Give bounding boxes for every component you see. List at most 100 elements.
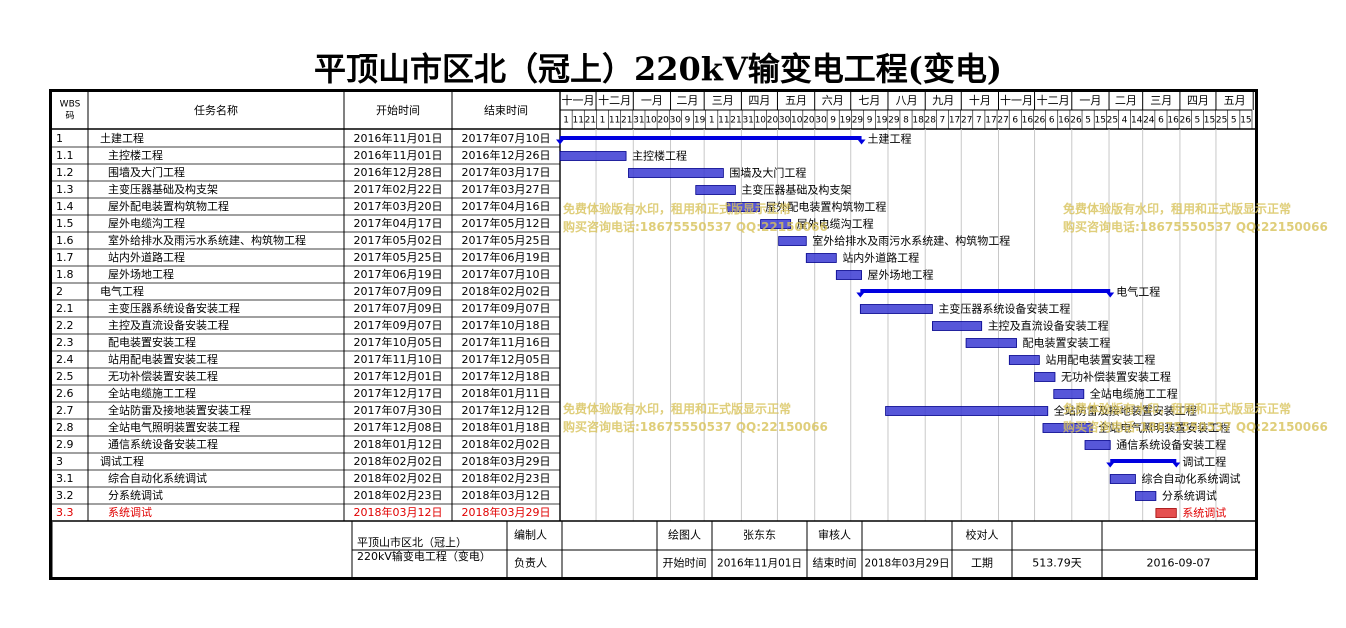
task-end: 2018年01月11日	[462, 386, 551, 400]
owner-label: 负责人	[514, 556, 547, 570]
task-start: 2017年07月09日	[354, 284, 443, 298]
duration-value: 513.79天	[1032, 557, 1082, 570]
end-label: 结束时间	[813, 557, 857, 570]
task-start: 2017年11月10日	[354, 352, 443, 366]
watermark-4: 免费体验版有水印，租用和正式版显示正常 购买咨询电话:18675550537 QQ…	[1063, 402, 1328, 434]
summary-start-cap	[1106, 462, 1115, 468]
summary-end-cap	[857, 139, 866, 145]
task-name: 主控及直流设备安装工程	[108, 318, 229, 332]
task-end: 2017年06月19日	[462, 250, 551, 264]
header-end: 结束时间	[484, 104, 528, 117]
task-name: 分系统调试	[108, 489, 163, 502]
month-label: 十二月	[598, 93, 631, 107]
task-bar	[859, 304, 933, 314]
task-end: 2017年11月16日	[462, 335, 551, 349]
bar-label: 主变压器系统设备安装工程	[938, 302, 1070, 316]
task-bar	[885, 406, 1049, 416]
editor-label: 编制人	[514, 528, 547, 542]
drawer-label: 绘图人	[668, 528, 701, 542]
month-label: 十一月	[562, 93, 595, 107]
day-tick-label: 19	[840, 116, 852, 126]
task-wbs: 3.1	[56, 472, 74, 485]
task-bar	[1084, 440, 1111, 450]
bar-label: 室外给排水及雨污水系统建、构筑物工程	[812, 234, 1010, 248]
bar-label: 调试工程	[1182, 456, 1226, 469]
task-wbs: 1.7	[56, 251, 74, 264]
task-wbs: 2.2	[56, 319, 74, 332]
month-label: 十一月	[1000, 93, 1033, 107]
day-tick-label: 26	[1180, 116, 1192, 126]
month-label: 七月	[858, 94, 880, 107]
task-wbs: 2.6	[56, 387, 74, 400]
task-end: 2017年12月05日	[462, 352, 551, 366]
task-bar	[695, 185, 736, 195]
task-start: 2018年03月12日	[354, 505, 443, 519]
day-tick-label: 15	[1204, 116, 1215, 126]
drawer-value: 张东东	[743, 529, 776, 542]
task-wbs: 2.5	[56, 370, 74, 383]
day-tick-label: 7	[940, 116, 946, 126]
day-tick-label: 10	[645, 116, 657, 126]
bar-label: 主变压器基础及构支架	[741, 183, 851, 197]
day-tick-label: 24	[1143, 116, 1155, 126]
day-tick-label: 21	[585, 116, 596, 126]
checker-label: 校对人	[966, 528, 999, 542]
day-tick-label: 15	[1240, 116, 1251, 126]
task-bar	[760, 219, 792, 229]
day-tick-label: 20	[657, 116, 669, 126]
summary-end-cap	[1172, 462, 1181, 468]
day-tick-label: 30	[670, 116, 682, 126]
day-tick-label: 17	[985, 116, 996, 126]
bar-label: 屋外配电装置构筑物工程	[765, 200, 886, 214]
day-tick-label: 27	[997, 116, 1008, 126]
task-start: 2016年11月01日	[354, 148, 443, 162]
task-start: 2017年07月30日	[354, 403, 443, 417]
task-start: 2017年05月25日	[354, 250, 443, 264]
task-end: 2017年12月12日	[462, 403, 551, 417]
task-wbs: 1.6	[56, 234, 74, 247]
bar-label: 电气工程	[1116, 285, 1160, 299]
task-end: 2018年02月02日	[462, 284, 551, 298]
task-bar	[1008, 355, 1040, 365]
day-tick-label: 27	[961, 116, 972, 126]
day-tick-label: 29	[888, 116, 900, 126]
summary-end-cap	[1106, 292, 1115, 298]
day-tick-label: 30	[815, 116, 827, 126]
task-start: 2017年12月01日	[354, 369, 443, 383]
day-tick-label: 21	[621, 116, 632, 126]
header-start: 开始时间	[376, 103, 420, 117]
bar-label: 全站电气照明装置安装工程	[1098, 421, 1230, 435]
footer-project-name-line2: 220kV输变电工程（变电）	[357, 549, 491, 563]
day-tick-label: 14	[1131, 116, 1143, 126]
chart-title: 平顶山市区北（冠上）220kV输变电工程(变电)	[313, 50, 1003, 88]
month-label: 三月	[712, 94, 734, 107]
task-end: 2017年10月18日	[462, 318, 551, 332]
task-wbs: 3.3	[56, 506, 74, 519]
task-name: 屋外配电装置构筑物工程	[108, 199, 229, 213]
bar-label: 通信系统设备安装工程	[1116, 438, 1226, 452]
task-name: 配电装置安装工程	[108, 335, 196, 349]
task-bar	[1109, 474, 1136, 484]
task-name: 综合自动化系统调试	[108, 471, 207, 485]
task-start: 2017年12月17日	[354, 386, 443, 400]
day-tick-label: 19	[876, 116, 888, 126]
task-bar	[805, 253, 837, 263]
reviewer-label: 审核人	[818, 528, 851, 542]
day-tick-label: 7	[976, 116, 982, 126]
start-label: 开始时间	[663, 556, 707, 570]
task-wbs: 1.2	[56, 166, 74, 179]
day-tick-label: 15	[1095, 116, 1106, 126]
day-tick-label: 16	[1058, 116, 1070, 126]
task-start: 2018年02月23日	[354, 488, 443, 502]
task-wbs: 3.2	[56, 489, 74, 502]
month-label: 八月	[896, 94, 918, 107]
day-tick-label: 5	[1195, 116, 1201, 126]
bar-label: 全站电缆施工工程	[1090, 387, 1178, 401]
day-tick-label: 26	[1034, 116, 1046, 126]
task-bar	[965, 338, 1017, 348]
task-bar	[726, 202, 760, 212]
summary-bar	[560, 136, 862, 140]
task-name: 围墙及大门工程	[108, 165, 185, 179]
task-name: 室外给排水及雨污水系统建、构筑物工程	[108, 233, 306, 247]
day-tick-label: 19	[694, 116, 706, 126]
